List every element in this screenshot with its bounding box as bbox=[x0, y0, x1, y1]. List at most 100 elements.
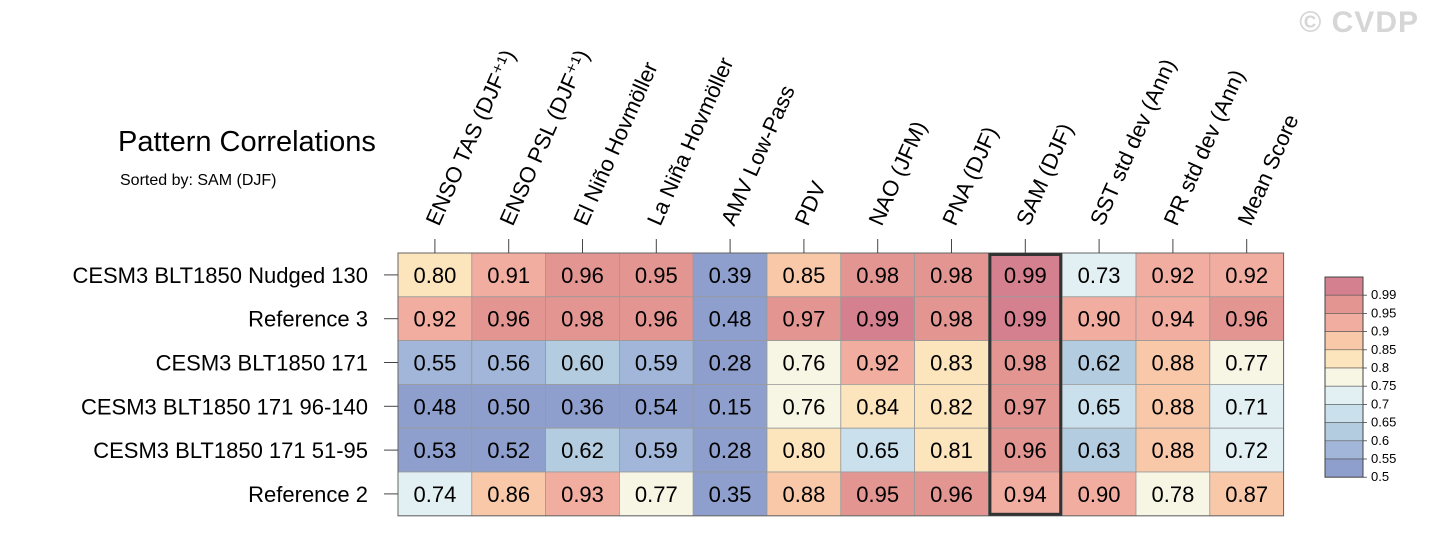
cell-value-label: 0.78 bbox=[1151, 482, 1194, 507]
heatmap-cell bbox=[1209, 252, 1285, 298]
cell-value-label: 0.92 bbox=[1225, 263, 1268, 288]
cell-value-label: 0.96 bbox=[1225, 307, 1268, 332]
heatmap-cell bbox=[397, 296, 473, 341]
heatmap-cell bbox=[471, 383, 546, 429]
cell-value-label: 0.98 bbox=[856, 263, 899, 288]
heatmap-cell bbox=[840, 383, 915, 429]
heatmap-frame bbox=[397, 252, 1285, 517]
heatmap-cell bbox=[1135, 383, 1211, 429]
cell-value-label: 0.28 bbox=[709, 438, 752, 463]
heatmap-cell bbox=[692, 296, 768, 341]
heatmap-cell bbox=[397, 340, 473, 385]
heatmap-cell-labels: 0.80 0.91 0.96 0.95 0.39 0.85 0.98 0.98 0.99 0.73… bbox=[413, 263, 1268, 507]
cell-value-label: 0.96 bbox=[930, 482, 973, 507]
cell-value-label: 0.88 bbox=[782, 482, 825, 507]
heatmap-cell bbox=[988, 471, 1063, 517]
heatmap-cell bbox=[766, 296, 842, 341]
heatmap-cell bbox=[914, 252, 989, 298]
cell-value-label: 0.28 bbox=[709, 351, 752, 376]
heatmap-cell bbox=[914, 471, 989, 517]
cell-value-label: 0.82 bbox=[930, 394, 973, 419]
heatmap-cell bbox=[1135, 427, 1211, 473]
row-label-reference-3: Reference 3 bbox=[248, 307, 368, 332]
heatmap-cell bbox=[397, 471, 473, 517]
cell-value-label: 0.84 bbox=[856, 394, 899, 419]
cell-value-label: 0.56 bbox=[487, 351, 530, 376]
heatmap-cell bbox=[988, 340, 1063, 385]
heatmap-cell bbox=[545, 340, 620, 385]
cell-value-label: 0.88 bbox=[1151, 394, 1194, 419]
heatmap-cell bbox=[766, 383, 842, 429]
cell-value-label: 0.92 bbox=[413, 307, 456, 332]
heatmap-cell bbox=[1209, 427, 1285, 473]
cell-value-label: 0.87 bbox=[1225, 482, 1268, 507]
row-label-cesm3-blt1850-171-51-95: CESM3 BLT1850 171 51-95 bbox=[93, 438, 368, 463]
heatmap-cell bbox=[619, 427, 694, 473]
heatmap-cell bbox=[471, 252, 546, 298]
heatmap-cell bbox=[619, 471, 694, 517]
heatmap-cell bbox=[988, 296, 1063, 341]
colorbar-swatch bbox=[1324, 458, 1364, 478]
heatmap-cell bbox=[1061, 427, 1137, 473]
row-labels: CESM3 BLT1850 Nudged 130 Reference 3 CESM3… bbox=[72, 263, 398, 507]
colorbar-label: 0.8 bbox=[1371, 360, 1389, 375]
colorbar-frame bbox=[1324, 276, 1364, 478]
cell-value-label: 0.63 bbox=[1078, 438, 1121, 463]
cell-value-label: 0.50 bbox=[487, 394, 530, 419]
cell-value-label: 0.62 bbox=[1078, 351, 1121, 376]
colorbar-label: 0.5 bbox=[1371, 469, 1389, 484]
cell-value-label: 0.96 bbox=[561, 263, 604, 288]
sorted-column-highlight bbox=[988, 253, 1063, 516]
heatmap-cell bbox=[766, 340, 842, 385]
cell-value-label: 0.90 bbox=[1078, 307, 1121, 332]
heatmap-cell bbox=[397, 427, 473, 473]
cell-value-label: 0.72 bbox=[1225, 438, 1268, 463]
cell-value-label: 0.59 bbox=[635, 438, 678, 463]
colorbar-swatch bbox=[1324, 331, 1364, 351]
cell-value-label: 0.76 bbox=[782, 394, 825, 419]
colorbar-label: 0.55 bbox=[1371, 451, 1396, 466]
cell-value-label: 0.73 bbox=[1078, 263, 1121, 288]
heatmap-cell bbox=[766, 427, 842, 473]
colorbar-label: 0.75 bbox=[1371, 378, 1396, 393]
cell-value-label: 0.81 bbox=[930, 438, 973, 463]
cell-value-label: 0.92 bbox=[856, 351, 899, 376]
colorbar-label: 0.85 bbox=[1371, 342, 1396, 357]
column-label-nao-jfm: NAO (JFM) bbox=[863, 117, 931, 229]
cell-value-label: 0.76 bbox=[782, 351, 825, 376]
colorbar-swatch bbox=[1324, 294, 1364, 314]
cell-value-label: 0.96 bbox=[487, 307, 530, 332]
column-label-mean-score: Mean Score bbox=[1232, 110, 1303, 229]
row-label-reference-2: Reference 2 bbox=[248, 482, 368, 507]
heatmap-cell bbox=[1209, 340, 1285, 385]
cell-value-label: 0.54 bbox=[635, 394, 678, 419]
cell-value-label: 0.36 bbox=[561, 394, 604, 419]
heatmap-cell bbox=[397, 383, 473, 429]
cell-value-label: 0.94 bbox=[1004, 482, 1047, 507]
column-labels: ENSO TAS (DJF⁺¹)ENSO PSL (DJF⁺¹)El Niño … bbox=[421, 46, 1304, 253]
cell-value-label: 0.55 bbox=[413, 351, 456, 376]
cell-value-label: 0.85 bbox=[782, 263, 825, 288]
cell-value-label: 0.86 bbox=[487, 482, 530, 507]
row-label-cesm3-blt1850-171: CESM3 BLT1850 171 bbox=[156, 351, 368, 376]
cell-value-label: 0.99 bbox=[1004, 263, 1047, 288]
cell-value-label: 0.99 bbox=[856, 307, 899, 332]
row-label-cesm3-blt1850-nudged-130: CESM3 BLT1850 Nudged 130 bbox=[72, 263, 368, 288]
cell-value-label: 0.88 bbox=[1151, 351, 1194, 376]
heatmap-cell bbox=[1135, 296, 1211, 341]
sorted-column-box bbox=[988, 253, 1063, 516]
colorbar-label: 0.7 bbox=[1371, 396, 1389, 411]
cell-value-label: 0.80 bbox=[782, 438, 825, 463]
heatmap-cell bbox=[692, 471, 768, 517]
colorbar-label: 0.95 bbox=[1371, 305, 1396, 320]
colorbar-label: 0.65 bbox=[1371, 415, 1396, 430]
cell-value-label: 0.95 bbox=[856, 482, 899, 507]
heatmap-cell bbox=[1061, 340, 1137, 385]
chart-title: Pattern Correlations bbox=[118, 126, 376, 158]
heatmap-cell bbox=[840, 471, 915, 517]
cell-value-label: 0.62 bbox=[561, 438, 604, 463]
column-label-pdv: PDV bbox=[790, 177, 831, 229]
colorbar-label: 0.99 bbox=[1371, 287, 1396, 302]
colorbar-swatch bbox=[1324, 422, 1364, 442]
